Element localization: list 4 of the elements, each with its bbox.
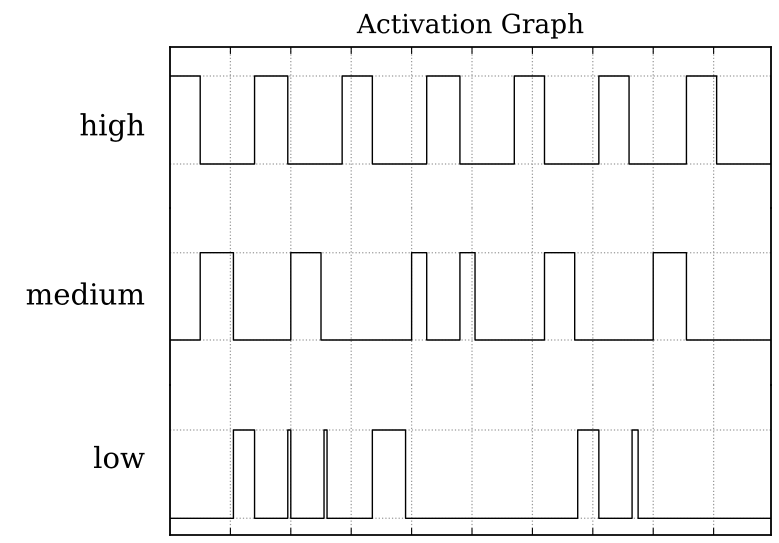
y-axis-title: high: [80, 113, 144, 142]
y-axis-title: medium: [26, 282, 144, 305]
y-axis-title: low: [94, 446, 145, 468]
chart-title: Activation Graph: [356, 13, 584, 39]
